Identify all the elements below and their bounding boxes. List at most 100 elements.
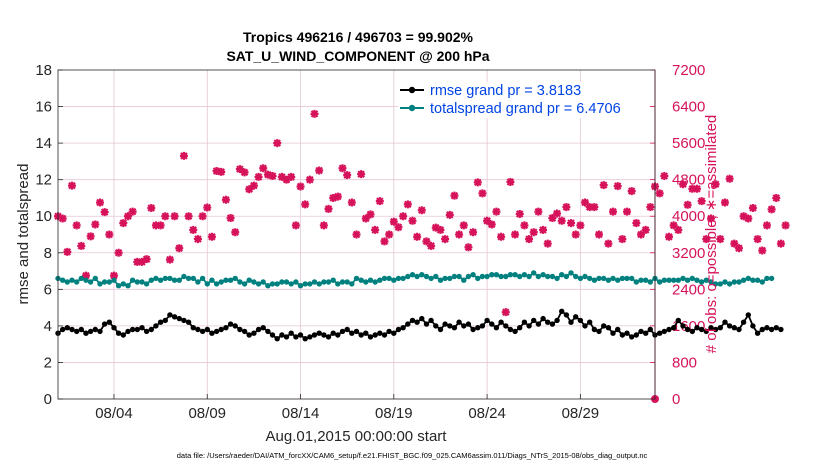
rmse-point xyxy=(754,330,761,336)
totalspread-point xyxy=(615,277,621,283)
rmse-point xyxy=(451,325,458,331)
totalspread-point xyxy=(311,279,318,285)
obs-point xyxy=(291,221,300,230)
rmse-point xyxy=(647,326,653,333)
obs-point xyxy=(632,219,641,228)
rmse-point xyxy=(246,332,252,338)
totalspread-point xyxy=(750,277,756,283)
obs-point xyxy=(105,230,114,239)
totalspread-point xyxy=(638,277,644,283)
totalspread-point xyxy=(321,279,327,285)
x-ticks: 08/04 08/09 08/14 08/19 08/24 08/29 xyxy=(95,394,599,422)
obs-point xyxy=(165,255,174,264)
obs-point xyxy=(63,247,72,256)
chart-title-line1: Tropics 496216 / 496703 = 99.902% xyxy=(243,29,474,45)
totalspread-point xyxy=(591,277,598,283)
obs-point xyxy=(702,235,711,244)
obs-point xyxy=(585,203,594,212)
totalspread-point xyxy=(754,277,761,283)
totalspread-point xyxy=(582,273,588,280)
rmse-point xyxy=(643,330,649,336)
obs-point xyxy=(576,221,585,230)
obs-point xyxy=(301,200,310,209)
totalspread-point xyxy=(139,279,145,285)
obs-point xyxy=(417,206,426,215)
rmse-point xyxy=(554,317,560,324)
totalspread-point xyxy=(601,275,607,282)
obs-point xyxy=(623,207,632,216)
totalspread-point xyxy=(680,275,686,282)
rmse-point xyxy=(395,326,402,333)
rmse-point xyxy=(227,321,234,327)
totalspread-point xyxy=(484,273,490,280)
totalspread-point xyxy=(325,279,332,285)
totalspread-point xyxy=(283,279,290,285)
obs-point xyxy=(123,212,132,221)
totalspread-point xyxy=(111,277,117,283)
obs-point xyxy=(91,220,100,229)
y-right-tick-label: 2400 xyxy=(672,281,705,298)
rmse-point xyxy=(517,325,523,331)
rmse-point xyxy=(456,319,462,325)
y-left-tick-label: 16 xyxy=(35,99,52,116)
rmse-point xyxy=(223,325,229,331)
totalspread-point xyxy=(475,275,481,282)
obs-point xyxy=(240,168,249,177)
rmse-point xyxy=(111,325,117,331)
totalspread-point xyxy=(451,273,458,280)
totalspread-point xyxy=(559,272,565,278)
rmse-point xyxy=(712,326,719,333)
rmse-point xyxy=(698,326,705,333)
totalspread-point xyxy=(698,279,705,285)
y-ticks-left: 0 2 4 6 8 10 12 14 16 18 xyxy=(35,62,63,408)
rmse-point xyxy=(311,332,318,338)
rmse-point xyxy=(307,334,313,340)
rmse-point xyxy=(731,325,737,331)
totalspread-point xyxy=(409,272,416,278)
obs-point xyxy=(394,223,403,232)
obs-point xyxy=(469,228,478,237)
obs-point xyxy=(487,220,496,229)
totalspread-point xyxy=(745,275,751,282)
totalspread-point xyxy=(545,273,551,280)
obs-point xyxy=(571,230,580,239)
totalspread-point xyxy=(470,272,476,278)
obs-point xyxy=(67,181,76,190)
totalspread-point xyxy=(479,273,486,280)
rmse-point xyxy=(409,317,416,324)
totalspread-point xyxy=(288,281,294,287)
obs-point xyxy=(268,172,277,181)
y-left-tick-label: 18 xyxy=(35,62,52,79)
rmse-point xyxy=(419,315,425,322)
totalspread-point xyxy=(726,281,733,287)
rmse-point xyxy=(293,334,299,340)
rmse-point xyxy=(722,319,728,325)
rmse-point xyxy=(703,328,709,335)
rmse-point xyxy=(726,323,733,329)
totalspread-point xyxy=(358,277,364,283)
rmse-point xyxy=(610,330,616,336)
totalspread-point xyxy=(115,283,122,289)
totalspread-point xyxy=(297,283,304,289)
obs-point xyxy=(781,221,790,230)
totalspread-point xyxy=(764,275,770,282)
rmse-point xyxy=(629,334,635,340)
obs-point xyxy=(161,212,170,221)
y-left-tick-label: 6 xyxy=(44,281,52,298)
obs-point xyxy=(506,177,515,186)
rmse-point xyxy=(199,328,206,335)
rmse-point xyxy=(330,330,336,336)
obs-point xyxy=(543,239,552,248)
totalspread-point xyxy=(251,279,257,285)
rmse-point xyxy=(437,326,444,333)
obs-point xyxy=(175,244,184,253)
legend-box xyxy=(398,82,650,118)
rmse-point xyxy=(372,332,378,338)
rmse-point xyxy=(479,323,486,329)
totalspread-point xyxy=(386,275,392,282)
totalspread-point xyxy=(157,277,164,283)
totalspread-point xyxy=(493,272,500,278)
totalspread-point xyxy=(587,275,593,282)
obs-point xyxy=(753,235,762,244)
rmse-point xyxy=(535,321,542,327)
